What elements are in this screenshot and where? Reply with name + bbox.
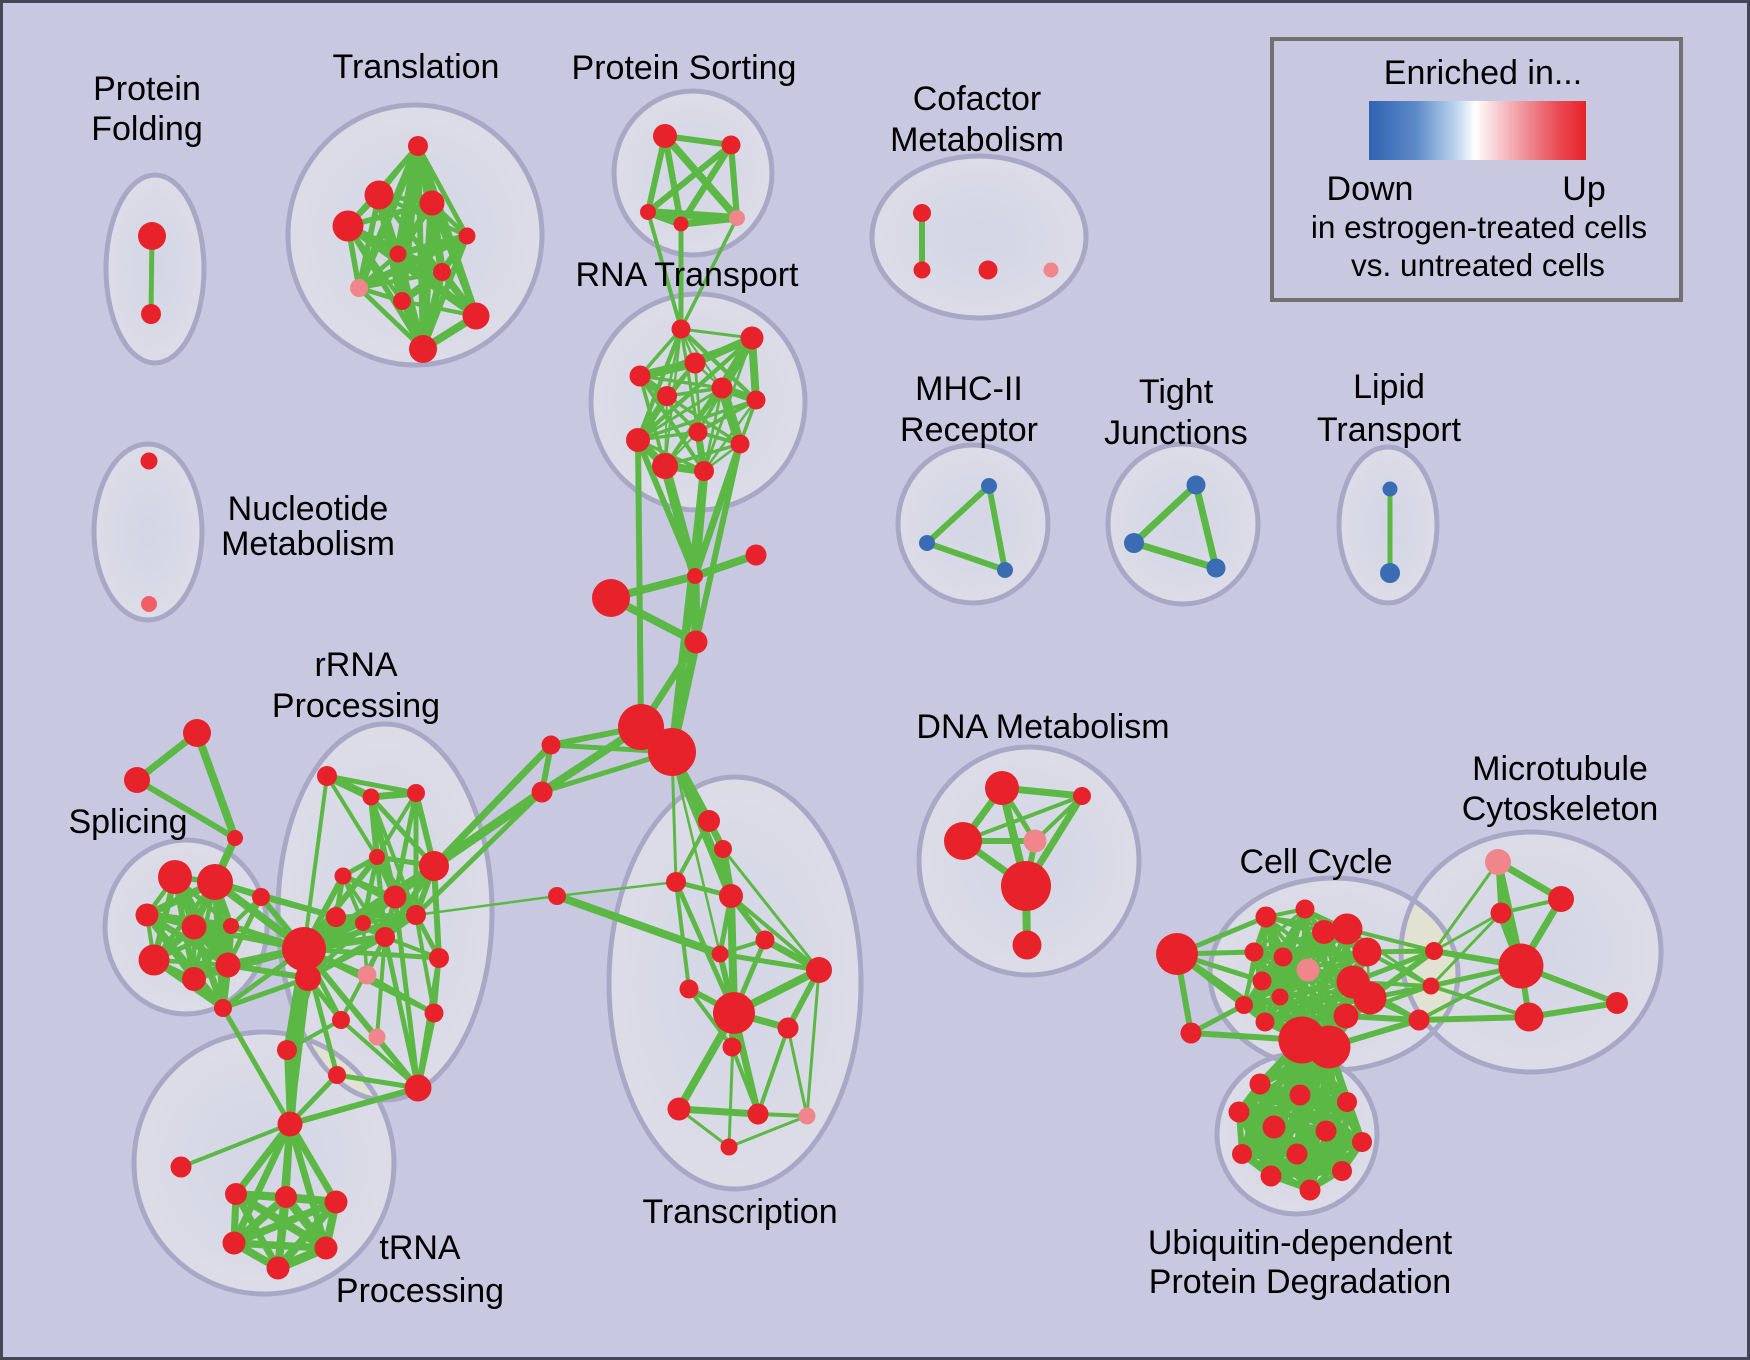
svg-text:rRNA: rRNA — [314, 646, 397, 684]
svg-text:Cytoskeleton: Cytoskeleton — [1462, 790, 1659, 828]
svg-text:Metabolism: Metabolism — [221, 525, 395, 563]
svg-text:Transcription: Transcription — [642, 1193, 837, 1231]
svg-text:Translation: Translation — [333, 48, 500, 86]
svg-text:tRNA: tRNA — [379, 1229, 461, 1267]
svg-text:Lipid: Lipid — [1353, 368, 1425, 406]
svg-text:Folding: Folding — [91, 110, 203, 148]
svg-text:MHC-II: MHC-II — [915, 370, 1023, 408]
svg-text:Cofactor: Cofactor — [913, 80, 1042, 118]
svg-text:Junctions: Junctions — [1104, 414, 1248, 452]
svg-text:vs. untreated cells: vs. untreated cells — [1351, 247, 1605, 283]
svg-text:Cell Cycle: Cell Cycle — [1239, 843, 1392, 881]
svg-text:Microtubule: Microtubule — [1472, 750, 1648, 788]
svg-text:Protein Degradation: Protein Degradation — [1149, 1263, 1451, 1301]
svg-text:Processing: Processing — [336, 1272, 504, 1310]
svg-text:RNA Transport: RNA Transport — [576, 256, 800, 294]
svg-text:Transport: Transport — [1317, 411, 1462, 449]
svg-text:Enriched in...: Enriched in... — [1384, 54, 1582, 92]
svg-text:Tight: Tight — [1139, 373, 1214, 411]
svg-text:Processing: Processing — [272, 687, 440, 725]
svg-text:Protein Sorting: Protein Sorting — [572, 49, 797, 87]
svg-text:Splicing: Splicing — [68, 803, 187, 841]
svg-text:Protein: Protein — [93, 70, 201, 108]
svg-text:Ubiquitin-dependent: Ubiquitin-dependent — [1148, 1224, 1453, 1262]
svg-text:Up: Up — [1562, 170, 1605, 208]
svg-text:DNA Metabolism: DNA Metabolism — [916, 708, 1169, 746]
svg-text:Receptor: Receptor — [900, 411, 1038, 449]
svg-text:Metabolism: Metabolism — [890, 121, 1064, 159]
svg-text:Down: Down — [1327, 170, 1414, 208]
svg-text:in estrogen-treated cells: in estrogen-treated cells — [1311, 209, 1647, 245]
svg-text:Nucleotide: Nucleotide — [228, 490, 389, 528]
